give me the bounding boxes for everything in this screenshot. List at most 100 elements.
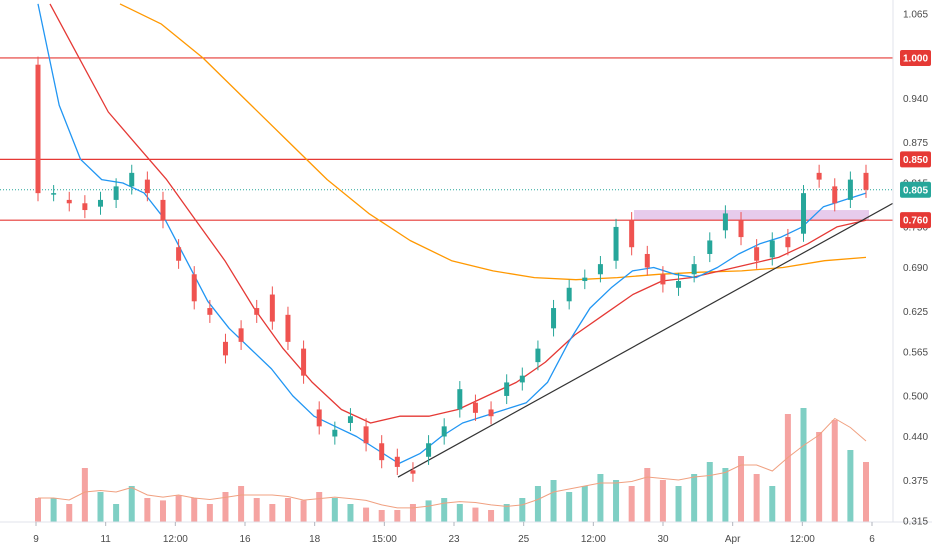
volume-bar: [269, 504, 276, 522]
sma-slow-line: [119, 3, 867, 281]
volume-bar: [66, 504, 73, 522]
volume-bar: [206, 504, 213, 522]
volume-bar: [347, 504, 354, 522]
volume-bar: [816, 432, 823, 522]
time-axis-ticks: 9 11 12:00 16 18 15:00 23 25 12:00 30 Apr 12:00 6: [33, 522, 875, 545]
volume-bar: [316, 492, 323, 522]
volume-bar: [300, 500, 307, 522]
ascending-trendline[interactable]: [397, 202, 894, 478]
volume-bar: [769, 486, 776, 522]
candle-body: [410, 470, 416, 474]
candle-body: [504, 382, 510, 396]
volume-bar: [409, 504, 416, 522]
candle-body: [301, 348, 307, 376]
candle-body: [535, 348, 541, 363]
volume-bar: [659, 480, 666, 522]
price-tick-label: 0.875: [903, 138, 928, 149]
candle-body: [566, 287, 572, 302]
volume-bar: [472, 507, 479, 522]
candle-body: [97, 199, 103, 207]
volume-bar: [675, 486, 682, 522]
volume-bar: [488, 510, 495, 522]
resistance-zone-group: [634, 210, 869, 221]
volume-bar: [738, 456, 745, 522]
volume-bar: [113, 504, 120, 522]
last-price-label: 0.805: [903, 185, 928, 196]
candle-body: [769, 240, 775, 258]
volume-bar: [363, 507, 370, 522]
candle-body: [801, 193, 807, 234]
volume-bar: [394, 510, 401, 522]
candle-body: [160, 199, 166, 221]
moving-averages-group: [37, 3, 867, 465]
candle-body: [613, 226, 619, 261]
volume-bar: [628, 486, 635, 522]
candle-body: [82, 203, 88, 211]
volume-bar: [441, 498, 448, 522]
candle-body: [332, 429, 338, 437]
volume-bar: [425, 500, 432, 522]
volume-bar: [722, 468, 729, 522]
price-tick-label: 0.375: [903, 476, 928, 487]
candle-body: [738, 220, 744, 238]
candle-body: [519, 375, 525, 383]
candle-body: [207, 308, 213, 315]
axes-group: [0, 0, 932, 523]
volume-bar: [144, 498, 151, 522]
level-price-badge: [900, 49, 931, 66]
volume-bar: [691, 474, 698, 522]
time-tick-label: Apr: [725, 534, 741, 545]
candle-body: [863, 172, 869, 190]
time-tick-label: 6: [869, 534, 875, 545]
volume-bar: [597, 474, 604, 522]
sma-mid-line: [49, 3, 867, 424]
candle-body: [238, 328, 244, 342]
candle-body: [66, 199, 72, 204]
volume-bar: [550, 480, 557, 522]
volume-bar: [863, 462, 869, 522]
price-tick-label: 0.440: [903, 432, 928, 443]
candle-body: [176, 247, 182, 261]
candle-body: [847, 179, 853, 200]
candle-body: [379, 443, 385, 461]
volume-bar: [378, 510, 385, 522]
time-tick-label: 16: [239, 534, 251, 545]
resistance-zone: [634, 210, 869, 221]
candle-body: [722, 213, 728, 231]
candle-body: [347, 416, 353, 423]
volume-bar: [253, 498, 260, 522]
volume-ma-line: [38, 417, 867, 509]
candle-body: [269, 294, 275, 322]
candle-body: [441, 426, 447, 437]
sma-fast-line: [37, 3, 867, 465]
volume-bar: [238, 486, 245, 522]
time-tick-label: 23: [448, 534, 460, 545]
candle-body: [816, 172, 822, 180]
volume-bar: [191, 498, 198, 522]
candle-body: [676, 281, 682, 288]
volume-bar: [644, 468, 651, 522]
volume-bar: [97, 492, 104, 522]
candle-body: [832, 186, 838, 204]
trendline-group[interactable]: [397, 202, 894, 478]
volume-bar: [847, 450, 854, 522]
time-tick-label: 12:00: [581, 534, 606, 545]
candle-body: [222, 341, 228, 356]
candle-body: [285, 314, 291, 342]
time-tick-label: 25: [518, 534, 530, 545]
time-tick-label: 18: [309, 534, 321, 545]
candle-body: [597, 264, 603, 275]
volume-bar: [50, 498, 57, 522]
volume-bar: [159, 500, 166, 522]
volume-bar: [581, 486, 588, 522]
level-price-label: 1.000: [903, 53, 928, 64]
volume-bar: [800, 408, 807, 522]
last-price-badge: [900, 181, 931, 198]
candle-body: [129, 172, 135, 187]
price-badges-group: 1.000 0.850 0.760 0.805: [900, 49, 931, 229]
time-tick-label: 9: [33, 534, 39, 545]
time-tick-label: 15:00: [372, 534, 397, 545]
